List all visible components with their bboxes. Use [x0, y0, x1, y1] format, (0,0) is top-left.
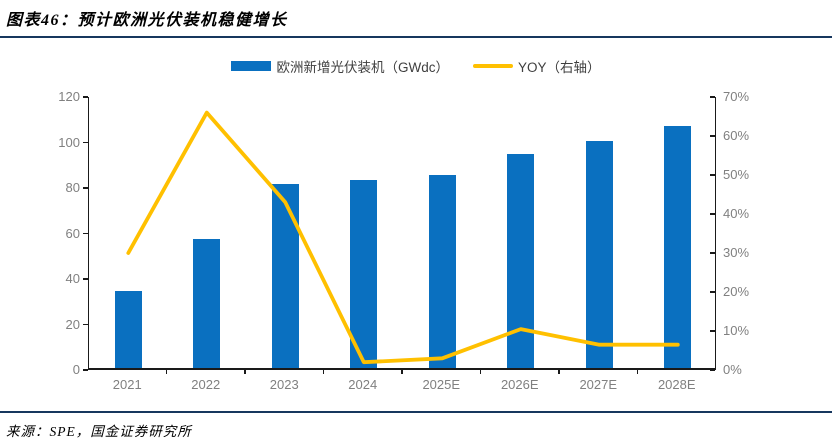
right-axis-tick [709, 330, 715, 332]
left-axis-tick [83, 141, 88, 144]
legend-item-yoy: YOY（右轴） [473, 56, 601, 76]
x-axis-tick [165, 370, 168, 374]
right-axis-tick [709, 96, 715, 98]
x-axis-label-2022: 2022 [191, 377, 221, 392]
legend-line-swatch [473, 64, 513, 68]
chart-title: 图表46：预计欧洲光伏装机稳健增长 [6, 12, 288, 29]
left-axis-tick [83, 232, 88, 235]
right-axis-tick [709, 135, 715, 137]
bar-2021 [114, 290, 142, 368]
x-axis-tick [322, 370, 325, 374]
yoy-line-series [126, 110, 680, 365]
source-note: 来源：SPE，国金证券研究所 [6, 424, 192, 439]
right-axis-tick-label: 30% [723, 245, 750, 260]
right-axis-tick-label: 10% [723, 323, 750, 338]
right-axis-tick-label: 60% [723, 128, 750, 143]
bar-2023 [271, 183, 299, 368]
plot-area [88, 97, 716, 370]
right-axis-tick [709, 213, 715, 215]
x-axis-label-2021: 2021 [112, 377, 142, 392]
x-axis-tick [558, 370, 560, 374]
footer-divider [0, 411, 832, 413]
left-axis-tick-label: 120 [58, 89, 80, 104]
left-axis-tick-label: 80 [65, 180, 80, 195]
left-axis-tick [83, 187, 88, 189]
x-axis-label-2028E: 2028E [657, 377, 696, 392]
left-axis-tick [83, 369, 88, 371]
left-axis-tick-label: 60 [65, 225, 80, 241]
left-axis-tick-label: 20 [65, 316, 80, 332]
left-axis-tick [83, 278, 88, 280]
x-axis-tick [401, 370, 403, 374]
legend: 欧洲新增光伏装机（GWdc） YOY（右轴） [0, 56, 832, 76]
bar-2026E [507, 154, 535, 368]
x-axis-label-2024: 2024 [348, 377, 378, 392]
legend-item-installs: 欧洲新增光伏装机（GWdc） [231, 56, 449, 76]
right-axis-tick-label: 70% [723, 89, 750, 104]
bar-2024 [350, 180, 378, 368]
left-axis-tick-label: 100 [58, 134, 80, 150]
legend-label: YOY（右轴） [518, 60, 601, 75]
left-axis-tick [83, 96, 88, 98]
right-axis-tick [709, 291, 715, 293]
right-axis-tick [709, 252, 715, 254]
x-axis-tick [244, 370, 246, 374]
x-axis-label-2027E: 2027E [579, 377, 618, 392]
right-axis-tick [709, 369, 715, 371]
right-axis-tick-label: 20% [723, 284, 750, 299]
legend-bar-swatch [231, 61, 272, 71]
right-axis-tick [709, 174, 715, 176]
right-axis-tick-label: 40% [723, 206, 750, 221]
right-axis-tick-label: 0% [723, 362, 742, 377]
bar-2025E [428, 174, 456, 368]
x-axis-label-2026E: 2026E [500, 377, 539, 392]
x-axis-label-2023: 2023 [269, 377, 299, 392]
left-axis-tick-label: 0 [72, 362, 80, 377]
left-axis-tick [83, 323, 88, 326]
bar-2028E [664, 125, 692, 368]
title-divider [0, 36, 832, 38]
x-axis-tick [636, 370, 639, 374]
right-axis-tick-label: 50% [723, 167, 750, 182]
x-axis-label-2025E: 2025E [422, 377, 461, 392]
left-axis-tick-label: 40 [65, 271, 80, 286]
legend-label: 欧洲新增光伏装机（GWdc） [276, 60, 449, 75]
x-axis-tick [479, 370, 482, 374]
bar-2027E [585, 140, 613, 368]
bar-2022 [193, 239, 221, 368]
